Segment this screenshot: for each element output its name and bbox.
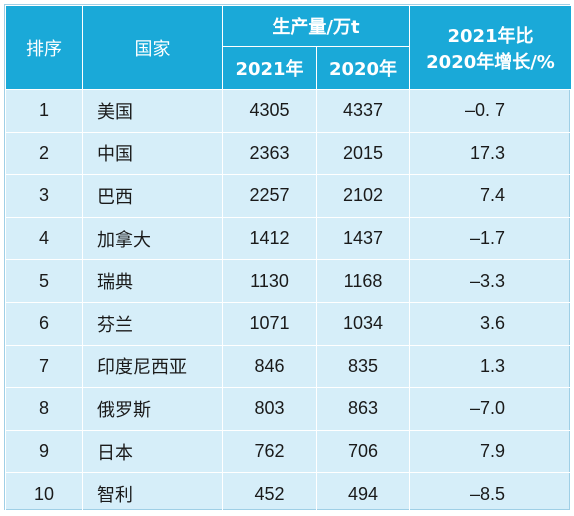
cell-change: 3.6 [409,301,572,346]
header-year-2021: 2021年 [222,46,317,90]
cell-2021: 1130 [222,259,317,303]
cell-2020: 1437 [316,216,410,261]
cell-2020: 4337 [316,89,410,133]
cell-2020: 2015 [316,131,410,176]
cell-country: 芬兰 [82,301,223,346]
cell-2021: 803 [222,387,317,431]
cell-change: 7.9 [409,429,572,474]
header-production: 生产量/万t [222,5,410,47]
cell-country: 日本 [82,429,223,474]
header-rank: 排序 [5,5,83,90]
table-header: 排序 国家 生产量/万t 2021年比 2020年增长/% 2021年 2020… [5,5,572,90]
cell-2021: 1412 [222,216,317,261]
cell-2021: 762 [222,429,317,474]
cell-country: 美国 [82,89,223,133]
cell-rank: 5 [5,259,83,303]
cell-country: 智利 [82,472,223,516]
cell-rank: 6 [5,301,83,346]
cell-2021: 2363 [222,131,317,176]
cell-country: 中国 [82,131,223,176]
cell-rank: 8 [5,387,83,431]
cell-2020: 494 [316,472,410,516]
cell-country: 印度尼西亚 [82,344,223,389]
cell-rank: 7 [5,344,83,389]
cell-change: –1.7 [409,216,572,261]
cell-2021: 452 [222,472,317,516]
cell-country: 巴西 [82,174,223,218]
cell-country: 俄罗斯 [82,387,223,431]
cell-change: –3.3 [409,259,572,303]
cell-change: –0. 7 [409,89,572,133]
cell-country: 加拿大 [82,216,223,261]
cell-2020: 863 [316,387,410,431]
cell-2021: 1071 [222,301,317,346]
table-row: 3 巴西 2257 2102 7.4 [5,174,572,218]
cell-rank: 4 [5,216,83,261]
table-row: 7 印度尼西亚 846 835 1.3 [5,344,572,389]
cell-rank: 3 [5,174,83,218]
cell-rank: 10 [5,472,83,516]
cell-change: –8.5 [409,472,572,516]
production-table-container: 排序 国家 生产量/万t 2021年比 2020年增长/% 2021年 2020… [4,4,572,516]
cell-change: 7.4 [409,174,572,218]
table-row: 1 美国 4305 4337 –0. 7 [5,89,572,133]
cell-change: 17.3 [409,131,572,176]
production-table: 排序 国家 生产量/万t 2021年比 2020年增长/% 2021年 2020… [5,5,572,516]
header-change-line2: 2020年增长/% [426,51,555,73]
cell-2021: 2257 [222,174,317,218]
cell-change: –7.0 [409,387,572,431]
cell-rank: 1 [5,89,83,133]
table-row: 10 智利 452 494 –8.5 [5,472,572,516]
table-row: 8 俄罗斯 803 863 –7.0 [5,387,572,431]
table-row: 5 瑞典 1130 1168 –3.3 [5,259,572,303]
cell-rank: 9 [5,429,83,474]
cell-2021: 846 [222,344,317,389]
table-row: 2 中国 2363 2015 17.3 [5,131,572,176]
cell-country: 瑞典 [82,259,223,303]
cell-2021: 4305 [222,89,317,133]
header-row-top: 排序 国家 生产量/万t 2021年比 2020年增长/% [5,5,572,90]
header-change: 2021年比 2020年增长/% [409,5,572,90]
cell-2020: 706 [316,429,410,474]
cell-2020: 1034 [316,301,410,346]
table-row: 6 芬兰 1071 1034 3.6 [5,301,572,346]
header-year-2020: 2020年 [316,46,410,90]
table-row: 9 日本 762 706 7.9 [5,429,572,474]
cell-2020: 835 [316,344,410,389]
table-row: 4 加拿大 1412 1437 –1.7 [5,216,572,261]
header-row-bottom: 2021年 2020年 [6,46,572,90]
cell-2020: 2102 [316,174,410,218]
cell-2020: 1168 [316,259,410,303]
header-change-line1: 2021年比 [447,25,534,47]
table-body: 1 美国 4305 4337 –0. 7 2 中国 2363 2015 17.3… [5,89,572,516]
cell-change: 1.3 [409,344,572,389]
header-country: 国家 [82,5,223,90]
cell-rank: 2 [5,131,83,176]
